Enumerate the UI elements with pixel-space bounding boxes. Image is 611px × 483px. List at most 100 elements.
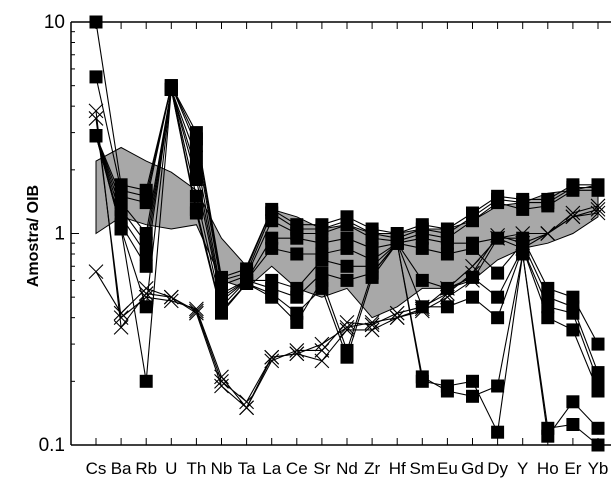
cross-marker: [289, 346, 305, 362]
square-marker: [566, 306, 580, 320]
cross-marker: [88, 111, 104, 126]
square-marker: [139, 196, 153, 210]
square-marker: [591, 384, 605, 398]
square-marker: [466, 389, 479, 403]
square-marker: [415, 231, 429, 245]
square-marker: [491, 379, 505, 393]
y-tick-label: 1: [54, 224, 65, 245]
x-tick-label: Eu: [437, 459, 458, 478]
cross-marker: [364, 314, 380, 330]
square-marker: [591, 337, 605, 351]
cross-marker: [189, 301, 204, 317]
square-marker: [365, 231, 379, 245]
sample-markers: [88, 15, 606, 452]
square-marker: [340, 259, 354, 273]
x-tick-label: Ta: [238, 459, 257, 478]
square-marker: [340, 350, 354, 364]
cross-marker: [339, 319, 355, 335]
cross-marker: [264, 349, 280, 365]
square-marker: [541, 421, 555, 435]
square-marker: [466, 374, 479, 388]
square-marker: [315, 236, 329, 250]
x-tick-label: Gd: [461, 459, 484, 478]
cross-marker: [590, 205, 606, 221]
square-marker: [114, 222, 128, 236]
cross-marker: [214, 369, 229, 385]
cross-marker: [314, 343, 330, 358]
square-marker: [591, 183, 605, 197]
square-marker: [89, 70, 103, 84]
cross-marker: [414, 299, 430, 315]
cross-marker: [465, 258, 480, 274]
square-marker: [290, 247, 304, 261]
cross-marker: [264, 353, 280, 369]
square-marker: [139, 300, 153, 314]
x-tick-label: Y: [517, 459, 528, 478]
square-marker: [164, 82, 178, 96]
tick-labels: 10 1 0.1 Cs Ba Rb U Th Nb Ta La Ce Sr Nd Zr Hf Sm Eu Gd Dy Y…: [39, 12, 609, 478]
square-marker: [265, 241, 279, 255]
square-marker: [340, 218, 354, 232]
square-marker: [215, 306, 228, 320]
cross-marker: [214, 373, 229, 389]
x-tick-label: Ce: [286, 459, 308, 478]
cross-marker: [163, 289, 179, 305]
square-marker: [265, 214, 279, 228]
square-marker: [365, 241, 379, 255]
cross-marker: [88, 264, 104, 280]
square-marker: [466, 270, 479, 284]
square-marker: [541, 300, 555, 314]
square-marker: [440, 236, 454, 250]
axes: [70, 21, 611, 446]
x-tick-label: Sr: [313, 459, 330, 478]
square-marker: [340, 241, 354, 255]
x-tick-label: Hf: [389, 459, 406, 478]
square-marker: [440, 247, 454, 261]
square-marker: [189, 189, 203, 203]
cross-marker: [239, 400, 254, 416]
square-marker: [315, 253, 329, 267]
square-marker: [415, 241, 429, 255]
cross-marker: [389, 310, 405, 326]
square-marker: [591, 421, 605, 435]
y-tick-label: 0.1: [39, 435, 65, 456]
square-marker: [415, 374, 429, 388]
x-tick-label: Rb: [135, 459, 157, 478]
square-marker: [516, 202, 530, 216]
square-marker: [139, 247, 153, 261]
square-marker: [491, 311, 505, 325]
cross-marker: [138, 281, 154, 296]
square-marker: [340, 273, 354, 287]
cross-marker: [414, 303, 430, 319]
x-tick-label: Ba: [111, 459, 132, 478]
square-marker: [541, 311, 555, 325]
square-marker: [265, 287, 279, 301]
cross-marker: [189, 303, 204, 319]
cross-marker: [540, 226, 556, 241]
cross-marker: [515, 241, 531, 256]
cross-marker: [88, 103, 104, 119]
square-marker: [440, 379, 454, 393]
square-marker: [189, 150, 203, 164]
square-marker: [491, 266, 505, 280]
cross-marker: [339, 322, 355, 338]
cross-marker: [314, 353, 330, 369]
square-marker: [340, 231, 354, 245]
square-marker: [466, 241, 479, 255]
square-marker: [566, 418, 580, 431]
square-marker: [240, 277, 254, 290]
square-marker: [491, 425, 505, 439]
cross-marker: [565, 205, 581, 221]
square-marker: [290, 231, 304, 245]
x-tick-label: Nb: [211, 459, 233, 478]
square-marker: [290, 306, 304, 320]
square-marker: [189, 206, 203, 220]
square-marker: [415, 273, 429, 287]
cross-marker: [239, 394, 254, 410]
cross-marker: [465, 273, 480, 288]
x-tick-label: Nd: [336, 459, 358, 478]
square-marker: [440, 300, 454, 314]
square-marker: [139, 236, 153, 250]
